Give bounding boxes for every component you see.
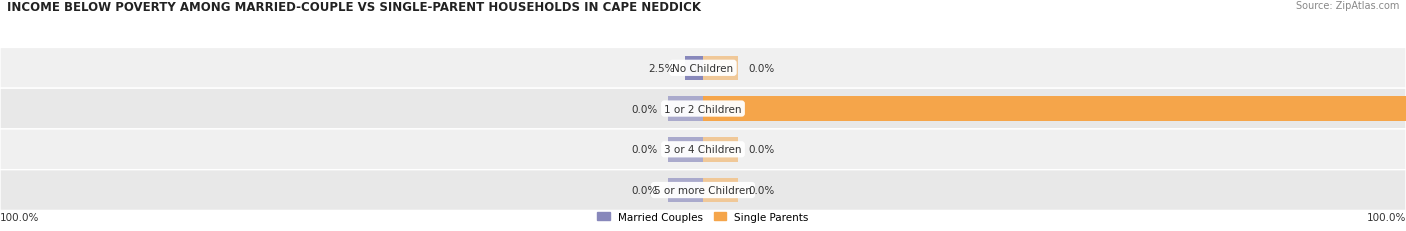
Bar — [686, 56, 703, 81]
Text: 3 or 4 Children: 3 or 4 Children — [664, 145, 742, 155]
Text: Source: ZipAtlas.com: Source: ZipAtlas.com — [1295, 1, 1399, 11]
Bar — [703, 97, 1406, 121]
Bar — [703, 137, 738, 162]
FancyBboxPatch shape — [0, 89, 1406, 129]
Text: 1 or 2 Children: 1 or 2 Children — [664, 104, 742, 114]
FancyBboxPatch shape — [0, 129, 1406, 170]
Text: 0.0%: 0.0% — [631, 145, 657, 155]
FancyBboxPatch shape — [0, 48, 1406, 89]
Bar — [703, 56, 738, 81]
Text: INCOME BELOW POVERTY AMONG MARRIED-COUPLE VS SINGLE-PARENT HOUSEHOLDS IN CAPE NE: INCOME BELOW POVERTY AMONG MARRIED-COUPL… — [7, 1, 702, 14]
FancyBboxPatch shape — [0, 170, 1406, 210]
Bar — [668, 178, 703, 202]
Text: No Children: No Children — [672, 64, 734, 73]
Bar — [668, 137, 703, 162]
Text: 0.0%: 0.0% — [749, 64, 775, 73]
Text: 100.0%: 100.0% — [0, 213, 39, 222]
Text: 0.0%: 0.0% — [749, 185, 775, 195]
Text: 0.0%: 0.0% — [631, 185, 657, 195]
Bar — [668, 97, 703, 121]
Text: 2.5%: 2.5% — [648, 64, 675, 73]
Legend: Married Couples, Single Parents: Married Couples, Single Parents — [593, 208, 813, 226]
Bar — [703, 178, 738, 202]
Text: 100.0%: 100.0% — [1367, 213, 1406, 222]
Text: 5 or more Children: 5 or more Children — [654, 185, 752, 195]
Text: 0.0%: 0.0% — [631, 104, 657, 114]
Text: 0.0%: 0.0% — [749, 145, 775, 155]
